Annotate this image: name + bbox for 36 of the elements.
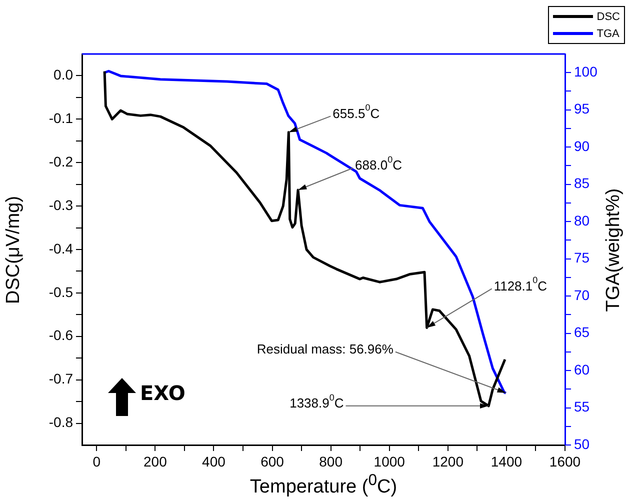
x-tick-label: 1200 xyxy=(432,453,464,470)
x-tick-label: 800 xyxy=(319,453,343,470)
y2-tick-label: 65 xyxy=(574,324,590,340)
legend-label: DSC xyxy=(596,10,620,22)
y2-tick-label: 80 xyxy=(574,212,590,228)
y-tick-label: -0.2 xyxy=(48,153,74,170)
y2-axis-title: TGA(weight%) xyxy=(603,188,625,312)
annotation: EXO xyxy=(140,381,186,405)
y2-tick-label: 70 xyxy=(574,286,590,303)
y2-tick-label: 90 xyxy=(574,138,590,154)
y2-tick-label: 85 xyxy=(574,175,590,192)
x-tick-label: 0 xyxy=(92,453,101,470)
x-tick-label: 400 xyxy=(202,453,226,470)
y-tick-label: -0.8 xyxy=(48,414,74,430)
x-tick-label: 600 xyxy=(260,453,284,470)
x-tick-label: 1600 xyxy=(549,453,581,470)
y2-tick-label: 60 xyxy=(574,361,590,378)
y2-tick-label: 55 xyxy=(574,398,590,415)
y-tick-label: -0.5 xyxy=(48,284,74,300)
legend-label: TGA xyxy=(596,28,620,40)
y2-tick-label: 75 xyxy=(574,250,590,266)
y-tick-label: -0.1 xyxy=(48,110,74,126)
x-tick-label: 1400 xyxy=(490,453,522,470)
y-tick-label: -0.7 xyxy=(48,370,74,387)
y-tick-label: -0.6 xyxy=(48,327,74,344)
y-tick-label: 0.0 xyxy=(54,66,74,83)
y-tick-label: -0.4 xyxy=(48,240,74,256)
y2-tick-label: 50 xyxy=(574,436,590,452)
x-axis-title: Temperature ($^{0}$C) xyxy=(250,472,398,498)
y-axis-title: DSC(μV/mg) xyxy=(3,195,25,304)
y-tick-label: -0.3 xyxy=(48,196,74,213)
x-tick-label: 200 xyxy=(144,453,168,470)
y2-tick-label: 95 xyxy=(574,100,590,117)
annotation: Residual mass: 56.96% xyxy=(256,341,394,356)
x-tick-label: 1000 xyxy=(374,453,406,470)
y2-tick-label: 100 xyxy=(574,63,598,80)
